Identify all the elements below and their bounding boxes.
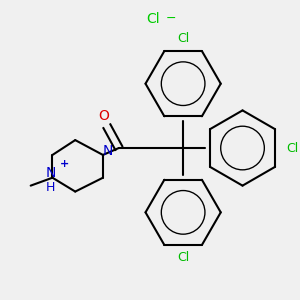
Text: H: H <box>46 181 55 194</box>
Text: −: − <box>166 12 176 25</box>
Text: +: + <box>60 159 69 169</box>
Text: Cl: Cl <box>147 12 160 26</box>
Text: Cl: Cl <box>286 142 298 154</box>
Text: N: N <box>103 144 113 158</box>
Text: Cl: Cl <box>177 251 189 264</box>
Text: N: N <box>45 166 56 180</box>
Text: O: O <box>98 109 110 123</box>
Text: Cl: Cl <box>177 32 189 45</box>
